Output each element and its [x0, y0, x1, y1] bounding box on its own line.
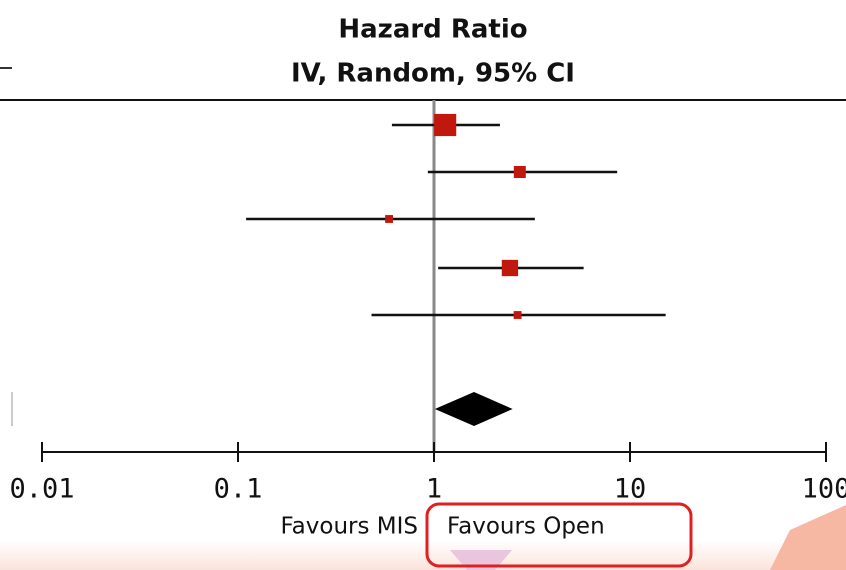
left-label: Favours MIS — [281, 514, 418, 540]
estimate-square — [434, 113, 457, 137]
estimate-square — [385, 215, 394, 223]
pooled-diamond — [434, 392, 513, 426]
highlight-box — [425, 502, 693, 568]
background-band — [0, 540, 846, 570]
x-tick-label: 100 — [802, 474, 846, 505]
x-tick-label: 0.01 — [9, 474, 74, 505]
right-label: Favours Open — [447, 514, 605, 540]
x-tick-label: 1 — [426, 474, 442, 505]
estimate-square — [501, 259, 519, 277]
decoration — [770, 505, 846, 570]
x-tick-label: 0.1 — [214, 474, 263, 505]
x-tick-label: 10 — [614, 474, 647, 505]
estimate-square — [513, 311, 522, 319]
estimate-square — [513, 166, 526, 178]
chart-subtitle: IV, Random, 95% CI — [291, 59, 575, 89]
chart-title: Hazard Ratio — [338, 15, 527, 45]
